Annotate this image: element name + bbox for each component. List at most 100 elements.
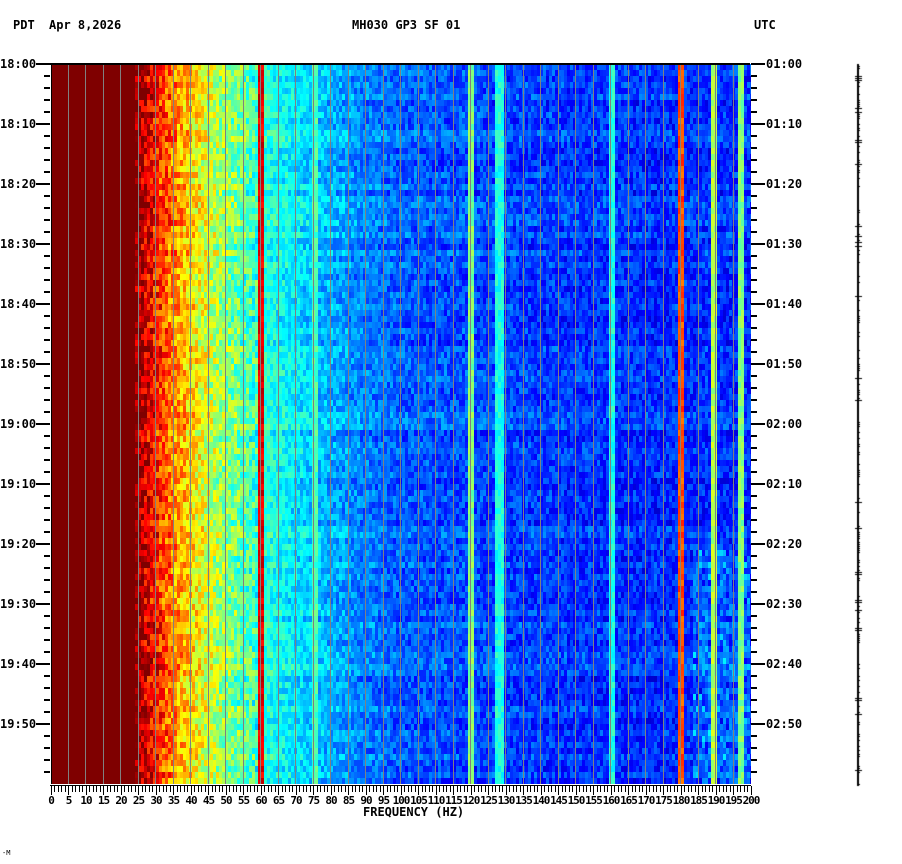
y-tick-right <box>751 99 757 101</box>
x-tick <box>75 786 76 792</box>
x-tick <box>726 786 727 792</box>
x-tick <box>341 786 342 792</box>
y-tick-right <box>751 135 757 137</box>
x-tick <box>148 786 150 792</box>
x-tick <box>124 786 125 792</box>
y-tick-label-right: 02:00 <box>766 417 803 431</box>
y-tick-left <box>36 63 50 65</box>
x-tick-label: 75 <box>307 794 320 807</box>
x-tick <box>180 786 181 792</box>
y-tick-left <box>36 243 50 245</box>
x-tick <box>250 786 251 792</box>
y-tick-left <box>44 87 50 89</box>
x-tick <box>519 786 521 792</box>
x-tick <box>495 786 496 792</box>
x-tick <box>537 786 538 792</box>
x-tick <box>687 786 689 792</box>
x-tick <box>460 786 461 792</box>
x-tick <box>712 786 713 792</box>
x-tick <box>358 786 360 792</box>
x-tick <box>453 786 454 795</box>
x-tick <box>117 786 118 792</box>
date-label: Apr 8,2026 <box>49 18 122 32</box>
x-tick <box>551 786 552 792</box>
x-axis-label: FREQUENCY (HZ) <box>363 805 465 819</box>
x-tick <box>554 786 556 792</box>
y-tick-left <box>44 735 50 737</box>
x-tick-label: 155 <box>585 794 603 807</box>
x-tick-label: 0 <box>48 794 55 807</box>
x-tick-label: 70 <box>290 794 302 807</box>
y-tick-left <box>36 543 50 545</box>
x-tick <box>418 786 419 795</box>
x-tick <box>509 786 510 792</box>
y-tick-right <box>751 579 757 581</box>
x-tick <box>432 786 433 792</box>
x-tick <box>736 786 738 792</box>
x-tick <box>288 786 290 792</box>
x-tick <box>330 786 332 795</box>
y-tick-right <box>751 75 757 77</box>
y-tick-right <box>751 243 765 245</box>
x-tick <box>99 786 101 792</box>
y-tick-right <box>751 759 757 761</box>
x-tick <box>127 786 129 792</box>
y-tick-right <box>751 207 757 209</box>
x-tick <box>82 786 83 792</box>
y-tick-left <box>44 339 50 341</box>
x-tick <box>253 786 255 792</box>
x-tick <box>740 786 741 792</box>
x-tick <box>68 786 69 795</box>
y-tick-label-left: 18:30 <box>0 237 37 251</box>
x-tick <box>470 786 472 795</box>
y-tick-left <box>44 759 50 761</box>
x-tick <box>558 786 559 795</box>
x-tick <box>138 786 139 795</box>
y-tick-left <box>44 555 50 557</box>
x-tick <box>579 786 580 792</box>
y-tick-left <box>44 435 50 437</box>
x-tick-label: 85 <box>342 794 355 807</box>
y-tick-left <box>44 195 50 197</box>
left-timezone-label: PDT <box>13 18 35 32</box>
y-tick-right <box>751 255 757 257</box>
x-tick-label: 150 <box>567 794 586 807</box>
y-tick-left <box>44 315 50 317</box>
x-tick <box>344 786 346 792</box>
x-tick <box>309 786 311 792</box>
y-tick-left <box>44 699 50 701</box>
y-tick-right <box>751 435 757 437</box>
y-tick-right <box>751 519 757 521</box>
x-tick <box>456 786 458 792</box>
y-tick-label-right: 01:50 <box>766 357 803 371</box>
x-tick-label: 65 <box>272 794 285 807</box>
y-tick-label-left: 19:10 <box>0 477 37 491</box>
x-tick <box>316 786 318 792</box>
y-tick-left <box>36 483 50 485</box>
y-tick-right <box>751 291 757 293</box>
x-tick <box>61 786 62 792</box>
x-tick <box>271 786 272 792</box>
y-tick-left <box>44 207 50 209</box>
x-tick-label: 140 <box>532 794 551 807</box>
x-tick <box>390 786 391 792</box>
x-tick-label: 190 <box>707 794 726 807</box>
y-tick-label-left: 19:30 <box>0 597 37 611</box>
y-tick-right <box>751 747 757 749</box>
x-tick <box>663 786 664 795</box>
y-tick-left <box>44 399 50 401</box>
y-tick-right <box>751 663 765 665</box>
y-tick-right <box>751 327 757 329</box>
x-tick-label: 5 <box>65 794 73 807</box>
x-tick <box>285 786 286 792</box>
y-tick-right <box>751 63 765 65</box>
y-tick-left <box>44 135 50 137</box>
x-tick-label: 165 <box>620 794 638 807</box>
x-tick <box>530 786 531 792</box>
x-tick <box>670 786 671 792</box>
y-tick-label-left: 19:00 <box>0 417 37 431</box>
y-tick-left <box>44 447 50 449</box>
x-tick <box>351 786 353 792</box>
x-tick-label: 145 <box>550 794 568 807</box>
x-tick <box>414 786 416 792</box>
